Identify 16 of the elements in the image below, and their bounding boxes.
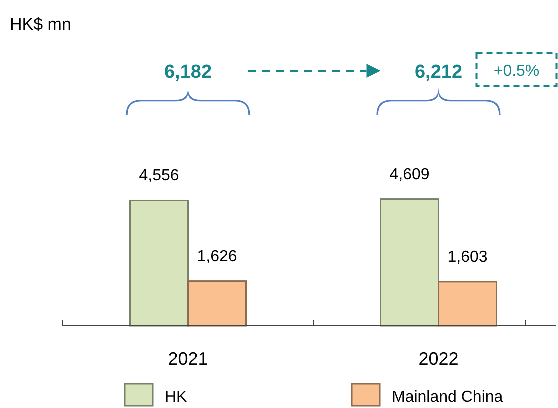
- legend-label: Mainland China: [392, 389, 504, 406]
- bar: [438, 281, 498, 327]
- bar: [380, 198, 440, 327]
- x-tick-label: 2022: [418, 349, 459, 369]
- bar: [188, 280, 247, 327]
- text: 6,212: [414, 62, 463, 83]
- data-label: 4,609: [390, 166, 430, 184]
- data-label: 1,603: [448, 248, 488, 266]
- legend-label: HK: [165, 389, 188, 406]
- text: +0.5%: [494, 63, 540, 80]
- text: 6,182: [164, 62, 212, 83]
- chart-title: HK$ mn: [10, 15, 72, 34]
- data-label: 4,556: [139, 168, 180, 185]
- data-label: 1,626: [197, 248, 238, 266]
- x-tick-label: 2021: [168, 349, 208, 369]
- bar: [130, 200, 189, 327]
